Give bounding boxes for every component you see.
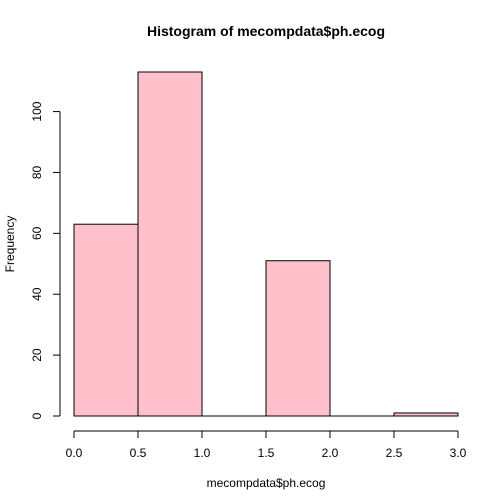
x-tick-label: 0.0 [66,446,83,460]
x-tick-label: 1.5 [258,446,275,460]
x-tick-label: 0.5 [130,446,147,460]
chart-title: Histogram of mecompdata$ph.ecog [147,23,385,39]
x-tick-label: 2.0 [322,446,339,460]
y-tick-label: 60 [30,226,44,240]
x-tick-label: 2.5 [386,446,403,460]
y-tick-label: 80 [30,165,44,179]
x-tick-label: 3.0 [450,446,467,460]
histogram-bar-1 [137,71,203,417]
x-axis: 0.0 0.5 1.0 1.5 2.0 2.5 3.0 [66,430,467,460]
y-axis-label: Frequency [3,216,17,273]
y-tick-label: 20 [30,348,44,362]
bars-group [73,71,459,417]
y-tick-label: 40 [30,287,44,301]
x-tick-label: 1.0 [194,446,211,460]
y-axis: 0 20 40 60 80 100 [30,101,61,419]
histogram-bar-0 [73,223,139,417]
y-tick-label: 100 [30,101,44,121]
histogram-bar-5 [393,412,459,417]
x-axis-label: mecompdata$ph.ecog [207,476,326,490]
y-tick-label: 0 [30,412,44,419]
histogram-bar-3 [265,260,331,417]
